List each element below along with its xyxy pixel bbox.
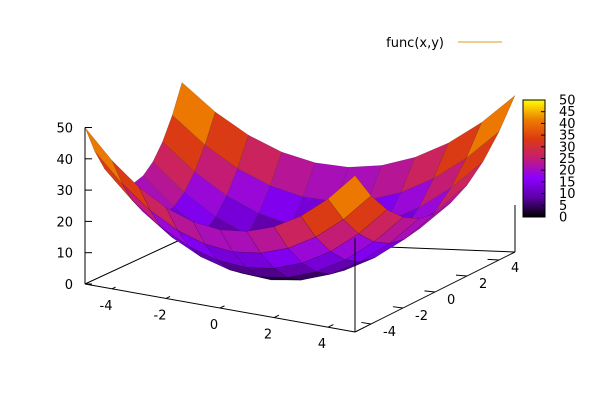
colorbox-tick-label-6: 30 (559, 140, 576, 155)
surface-cell-9-7 (435, 161, 484, 212)
x-tick-mark-3 (273, 314, 280, 319)
y-tick-mark-1 (392, 306, 404, 309)
y-tick-mark-0 (361, 321, 372, 325)
z-tick-label-3: 30 (56, 184, 73, 199)
colorbox-tick-label-5: 25 (559, 152, 576, 167)
legend-label: func(x,y) (386, 36, 444, 51)
z-tick-label-0: 0 (65, 278, 73, 293)
y-tick-mark-3 (455, 274, 468, 277)
colorbox-tick-label-3: 15 (559, 175, 576, 190)
surface-cell-9-9 (466, 95, 516, 159)
axis-ticks: 0 10 20 30 40 50 -4 -2 0 2 4 -4 -2 0 2 4 (56, 122, 519, 353)
z-tick-label-2: 20 (56, 215, 73, 230)
y-tick-label-3: 2 (479, 277, 487, 292)
surface-cell-9-3 (373, 216, 420, 244)
x-tick-label-4: 4 (318, 337, 326, 352)
x-tick-label-2: 0 (210, 318, 218, 333)
colorbox-tick-label-1: 5 (559, 199, 567, 214)
y-tick-label-0: -4 (383, 325, 396, 340)
x-tick-label-1: -2 (154, 308, 167, 323)
surface-cell-9-2 (358, 209, 404, 242)
y-tick-label-1: -2 (415, 309, 428, 324)
colorbox-tick-label-7: 35 (559, 129, 576, 144)
legend: func(x,y) (386, 36, 502, 51)
y-tick-mark-4 (487, 258, 500, 261)
colorbox-tick-label-8: 40 (559, 117, 576, 132)
colorbox-tick-label-4: 20 (559, 164, 576, 179)
x-tick-mark-4 (327, 324, 334, 328)
z-tick-label-4: 40 (56, 153, 73, 168)
colorbox-tick-label-9: 45 (559, 105, 576, 120)
surface-cell-9-5 (404, 202, 452, 240)
y-tick-label-2: 0 (447, 293, 455, 308)
surface-cell-9-0 (327, 175, 372, 220)
z-tick-label-1: 10 (56, 247, 73, 262)
colorbox-tick-label-0: 0 (559, 211, 567, 226)
surface-mesh (84, 82, 516, 281)
surface-cell-0-0 (84, 127, 123, 184)
x-tick-mark-2 (219, 305, 225, 309)
colorbox-tick-label-2: 10 (559, 187, 576, 202)
floor-edge-left (84, 238, 183, 285)
x-tick-mark-0 (111, 286, 116, 290)
colorbox-tick-label-10: 50 (559, 94, 576, 109)
y-tick-label-4: 4 (511, 261, 519, 276)
y-tick-mark-2 (424, 290, 436, 293)
x-tick-label-3: 2 (264, 328, 272, 343)
z-tick-label-5: 50 (56, 122, 73, 137)
x-tick-mark-1 (165, 296, 171, 299)
x-tick-label-0: -4 (100, 299, 113, 314)
front-axes (354, 205, 516, 332)
